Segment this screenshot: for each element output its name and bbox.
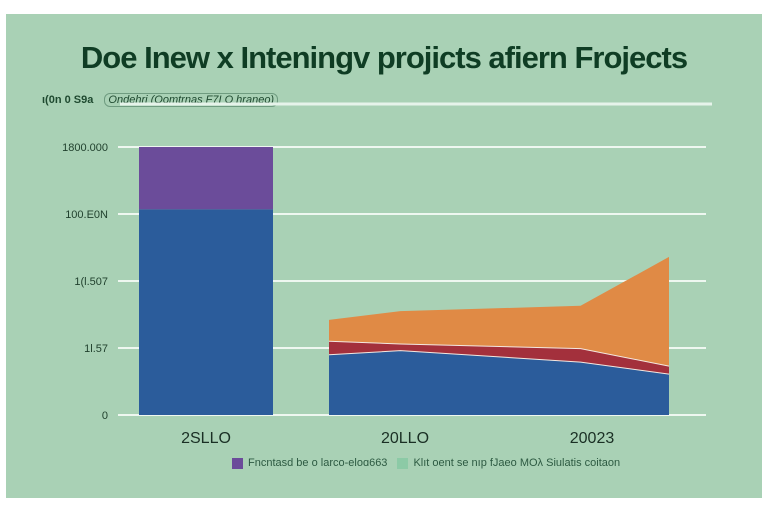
y-tick-label: 0 [102, 410, 108, 422]
area-edge [328, 350, 670, 375]
legend-label: Fncntasd be o larco-eloɑ663 [248, 457, 388, 469]
bar-segment-purple [139, 147, 273, 210]
legend-swatch [232, 457, 243, 469]
area-blue [329, 350, 669, 415]
unit-label: ι(0n 0 S9a [42, 94, 94, 106]
legend-swatch [397, 457, 409, 469]
y-tick-label: 1800.000 [62, 142, 108, 154]
x-tick-label: 20LLO [381, 430, 429, 447]
area-orange [329, 256, 669, 367]
x-tick-label: 2SLLO [181, 430, 231, 447]
legend-item: Klıt oent se nıp fJaeo MOλ Siulatis coit… [397, 457, 620, 469]
y-tick-label: 100.E0N [65, 209, 108, 221]
legend: Fncntasd be o larco-eloɑ663 Klıt oent se… [232, 457, 620, 469]
y-tick-label: 1l.57 [84, 343, 108, 355]
legend-item: Fncntasd be o larco-eloɑ663 [232, 457, 387, 469]
x-tick-label: 20023 [570, 430, 615, 447]
chart-title: Doe Inew x Inteningv projicts afiern Fro… [80, 40, 688, 75]
legend-label: Klıt oent se nıp fJaeo MOλ Siulatis coit… [413, 457, 621, 469]
chart-panel [6, 14, 762, 498]
y-tick-label: 1(l.507 [74, 276, 108, 288]
bar-segment-blue [139, 209, 273, 415]
area-edge [328, 340, 670, 367]
